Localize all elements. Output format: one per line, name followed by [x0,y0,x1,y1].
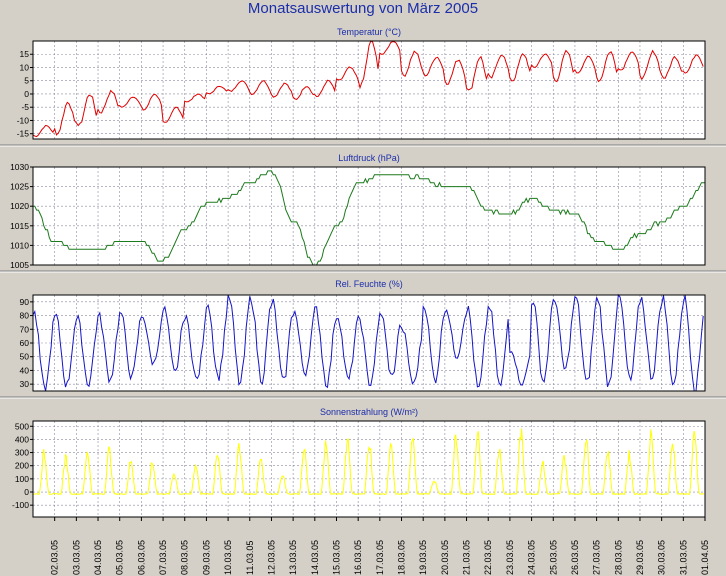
chart-panel-1: Temperatur (°C) -15 -10 -5 0 5 10 15 [17,27,706,140]
y-tick-label: 5 [24,76,29,86]
x-tick-label: 24.03.05 [527,540,537,575]
x-tick-label: 18.03.05 [397,540,407,575]
y-tick-label: 60 [20,338,30,348]
x-tick-label: 31.03.05 [678,540,688,575]
chart-panel-2: Luftdruck (hPa) 1005 1010 1015 1020 1025 1030 [10,153,706,270]
x-tick-label: 16.03.05 [353,540,363,575]
series-line [32,293,704,392]
plot-area [32,40,706,140]
series-line [33,170,705,266]
x-tick-label: 23.03.05 [505,540,515,575]
y-tick-label: 40 [20,365,30,375]
plot-border [32,420,706,518]
x-tick-label: 20.03.05 [440,540,450,575]
x-tick-label: 26.03.05 [570,540,580,575]
x-tick-label: 25.03.05 [548,540,558,575]
series-line [32,40,704,138]
plot-border [32,40,706,140]
y-tick-label: 90 [20,297,30,307]
x-tick-label: 04.03.05 [93,540,103,575]
x-tick-label: 19.03.05 [418,540,428,575]
y-tick-label: 0 [24,89,29,99]
y-tick-label: -100 [12,500,29,510]
y-tick-label: 15 [20,49,30,59]
x-tick-label: 17.03.05 [375,540,385,575]
x-tick-label: 21.03.05 [462,540,472,575]
y-tick-label: 1005 [10,260,29,270]
y-tick-label: 1010 [10,240,29,250]
x-tick-label: 12.03.05 [266,540,276,575]
y-tick-label: 300 [15,448,29,458]
chart-panel-4: Sonnenstrahlung (W/m²) -100 0 100 200 300 400 5… [12,407,706,518]
y-tick-label: 80 [20,311,30,321]
x-tick-label: 14.03.05 [310,540,320,575]
y-tick-label: -15 [17,129,30,139]
y-tick-label: 10 [20,62,30,72]
y-tick-label: 70 [20,324,30,334]
y-tick-label: 100 [15,474,29,484]
y-tick-label: 0 [24,487,29,497]
y-tick-label: -10 [17,115,30,125]
y-tick-label: 400 [15,434,29,444]
chart-title: Rel. Feuchte (%) [335,279,403,289]
chart-title: Sonnenstrahlung (W/m²) [320,407,418,417]
y-tick-label: 30 [20,379,30,389]
plot-border [32,166,706,266]
y-tick-label: 50 [20,352,30,362]
chart-panel-3: Rel. Feuchte (%) 30 40 50 60 70 80 90 [20,279,706,392]
x-tick-label: 10.03.05 [223,540,233,575]
x-tick-label: 09.03.05 [201,540,211,575]
plot-area [32,166,706,266]
series-line [32,428,705,496]
x-tick-label: 22.03.05 [483,540,493,575]
x-tick-label: 07.03.05 [158,540,168,575]
x-tick-label: 03.03.05 [71,540,81,575]
x-tick-label: 05.03.05 [115,540,125,575]
y-tick-label: 500 [15,421,29,431]
x-tick-label: 27.03.05 [592,540,602,575]
chart-title: Temperatur (°C) [337,27,401,37]
page-title: Monatsauswertung von März 2005 [247,0,479,17]
chart-title: Luftdruck (hPa) [338,153,400,163]
y-tick-label: 1020 [10,201,29,211]
y-tick-label: 200 [15,461,29,471]
y-tick-label: 1030 [10,162,29,172]
x-axis: 02.03.05 03.03.05 04.03.05 05.03.05 06.03.05… [50,517,710,575]
x-tick-label: 30.03.05 [657,540,667,575]
x-tick-label: 13.03.05 [288,540,298,575]
x-tick-label: 06.03.05 [136,540,146,575]
y-tick-label: 1015 [10,221,29,231]
x-tick-label: 29.03.05 [635,540,645,575]
plot-area [32,420,706,518]
x-tick-label: 15.03.05 [331,540,341,575]
x-tick-label: 08.03.05 [180,540,190,575]
x-tick-label: 01.04.05 [700,540,710,575]
y-tick-label: 1025 [10,182,29,192]
x-tick-label: 02.03.05 [50,540,60,575]
x-tick-label: 28.03.05 [613,540,623,575]
y-tick-label: -5 [21,102,29,112]
plot-border [32,294,706,392]
x-tick-label: 11.03.05 [245,541,255,575]
